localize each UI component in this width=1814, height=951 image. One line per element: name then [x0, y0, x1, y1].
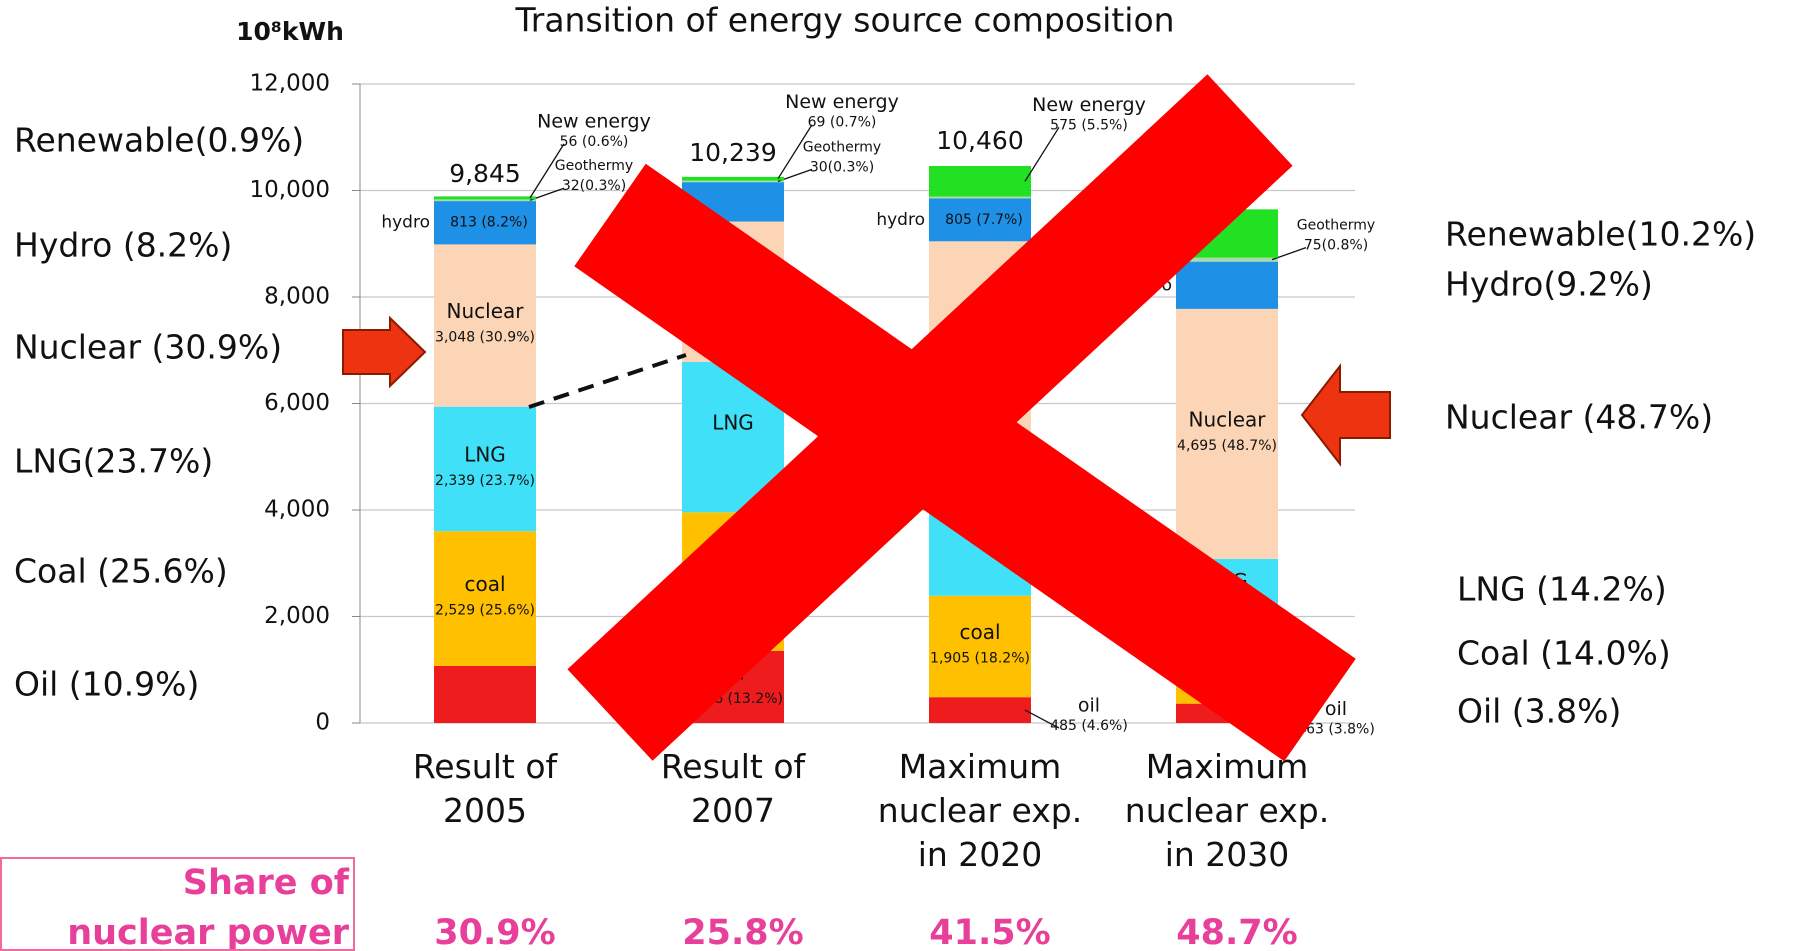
segment-name: LNG: [712, 411, 754, 435]
segment-name: coal: [464, 572, 505, 596]
y-tick-label: 6,000: [264, 390, 330, 416]
bar-segment: [929, 595, 1031, 698]
data-label: 30(0.3%): [810, 159, 874, 175]
y-tick-label: 0: [315, 710, 330, 736]
x-tick-label: Maximum nuclear exp. in 2020: [878, 747, 1082, 874]
right-annotation: Coal (14.0%): [1457, 634, 1671, 673]
right-annotation: Renewable(10.2%): [1445, 215, 1756, 254]
leader-line: [529, 143, 565, 199]
total-label: 9,845: [449, 159, 521, 188]
bar-segment: [434, 244, 536, 407]
nuclear-share: 30.9%: [434, 913, 555, 951]
bar-segment: [682, 180, 784, 183]
bar-segment: [1176, 257, 1278, 262]
segment-name: Nuclear: [1189, 407, 1267, 431]
bar-segment: [434, 531, 536, 666]
connector: [528, 353, 687, 409]
bar-segment: [929, 697, 1031, 723]
data-label: 69 (0.7%): [808, 115, 877, 131]
data-label: 805 (7.7%): [945, 212, 1023, 228]
total-label: 10,460: [936, 126, 1023, 155]
plot: 0 2,000 4,000 6,000 8,000 10,000 12,000 coal 2,5…: [14, 71, 1756, 951]
y-tick-label: 12,000: [250, 71, 330, 97]
bar-segment: [1176, 308, 1278, 559]
segment-name: coal: [959, 620, 1000, 644]
y-tick-label: 4,000: [264, 497, 330, 523]
data-label: 75(0.8%): [1304, 238, 1368, 254]
bar-segment: [434, 201, 536, 245]
chart-title: Transition of energy source composition: [514, 1, 1174, 40]
left-annotation: Renewable(0.9%): [14, 121, 304, 160]
bar-segment: [434, 199, 536, 202]
segment-name: Geothermy: [1297, 218, 1375, 234]
x-tick-label: Result of 2007: [661, 747, 807, 830]
segment-name: New energy: [785, 91, 899, 113]
data-label: 2,529 (25.6%): [435, 603, 535, 619]
x-tick-label: Maximum nuclear exp. in 2030: [1125, 747, 1329, 874]
bar-segment: [929, 196, 1031, 199]
data-label: 1,905 (18.2%): [930, 650, 1030, 666]
right-annotation: Hydro(9.2%): [1445, 265, 1653, 304]
data-label: 813 (8.2%): [450, 215, 528, 231]
nuclear-share: 25.8%: [682, 913, 803, 951]
data-label: 3,048 (30.9%): [435, 330, 535, 346]
bar-segment: [434, 665, 536, 723]
leader-line: [1024, 126, 1060, 182]
share-title: nuclear power: [67, 913, 350, 951]
segment-name: oil: [1078, 695, 1100, 717]
bar-segment: [682, 176, 784, 181]
left-annotation: Hydro (8.2%): [14, 226, 232, 265]
cross-overlay: [567, 74, 1356, 762]
nuclear-share: 48.7%: [1176, 913, 1297, 951]
segment-name: New energy: [537, 110, 651, 132]
data-label: 363 (3.8%): [1297, 721, 1375, 737]
y-axis-label: 10⁸kWh: [236, 17, 344, 46]
left-annotation: Nuclear (30.9%): [14, 328, 282, 367]
leader-line: [777, 124, 813, 180]
y-tick-label: 8,000: [264, 284, 330, 310]
bar-segment: [929, 166, 1031, 197]
segment-name: oil: [1325, 698, 1347, 720]
y-tick-label: 2,000: [264, 603, 330, 629]
bar-segment: [434, 406, 536, 532]
nuclear-share: 41.5%: [929, 913, 1050, 951]
y-tick-label: 10,000: [250, 177, 330, 203]
share-box: [0, 857, 355, 951]
x-tick-label: Result of 2005: [413, 747, 559, 830]
data-label: 2,339 (23.7%): [435, 473, 535, 489]
bar-segment: [1176, 261, 1278, 309]
cross-stroke: [567, 74, 1293, 761]
data-label: 485 (4.6%): [1050, 718, 1128, 734]
segment-name: hydro: [381, 213, 430, 233]
arrow-left: [342, 315, 427, 389]
bar-segment: [434, 196, 536, 200]
segment-name: Nuclear: [447, 299, 525, 323]
right-annotation: LNG (14.2%): [1457, 570, 1667, 609]
arrow-right: [1300, 363, 1391, 467]
segment-name: Geothermy: [803, 139, 881, 155]
segment-name: hydro: [876, 210, 925, 230]
leader-line: [1024, 709, 1060, 729]
total-label: 10,239: [689, 138, 776, 167]
data-label: 575 (5.5%): [1050, 117, 1128, 133]
share-title: Share of: [183, 863, 350, 903]
left-annotation: Coal (25.6%): [14, 552, 228, 591]
data-label: 56 (0.6%): [560, 134, 629, 150]
segment-name: New energy: [1032, 94, 1146, 116]
data-label: 32(0.3%): [562, 178, 626, 194]
right-annotation: Oil (3.8%): [1457, 692, 1621, 731]
segment-name: Geothermy: [555, 158, 633, 174]
data-label: 4,695 (48.7%): [1177, 438, 1277, 454]
segment-name: LNG: [464, 442, 506, 466]
left-annotation: Oil (10.9%): [14, 665, 199, 704]
right-annotation: Nuclear (48.7%): [1445, 398, 1713, 437]
left-annotation: LNG(23.7%): [14, 442, 213, 481]
bar-segment: [929, 198, 1031, 242]
